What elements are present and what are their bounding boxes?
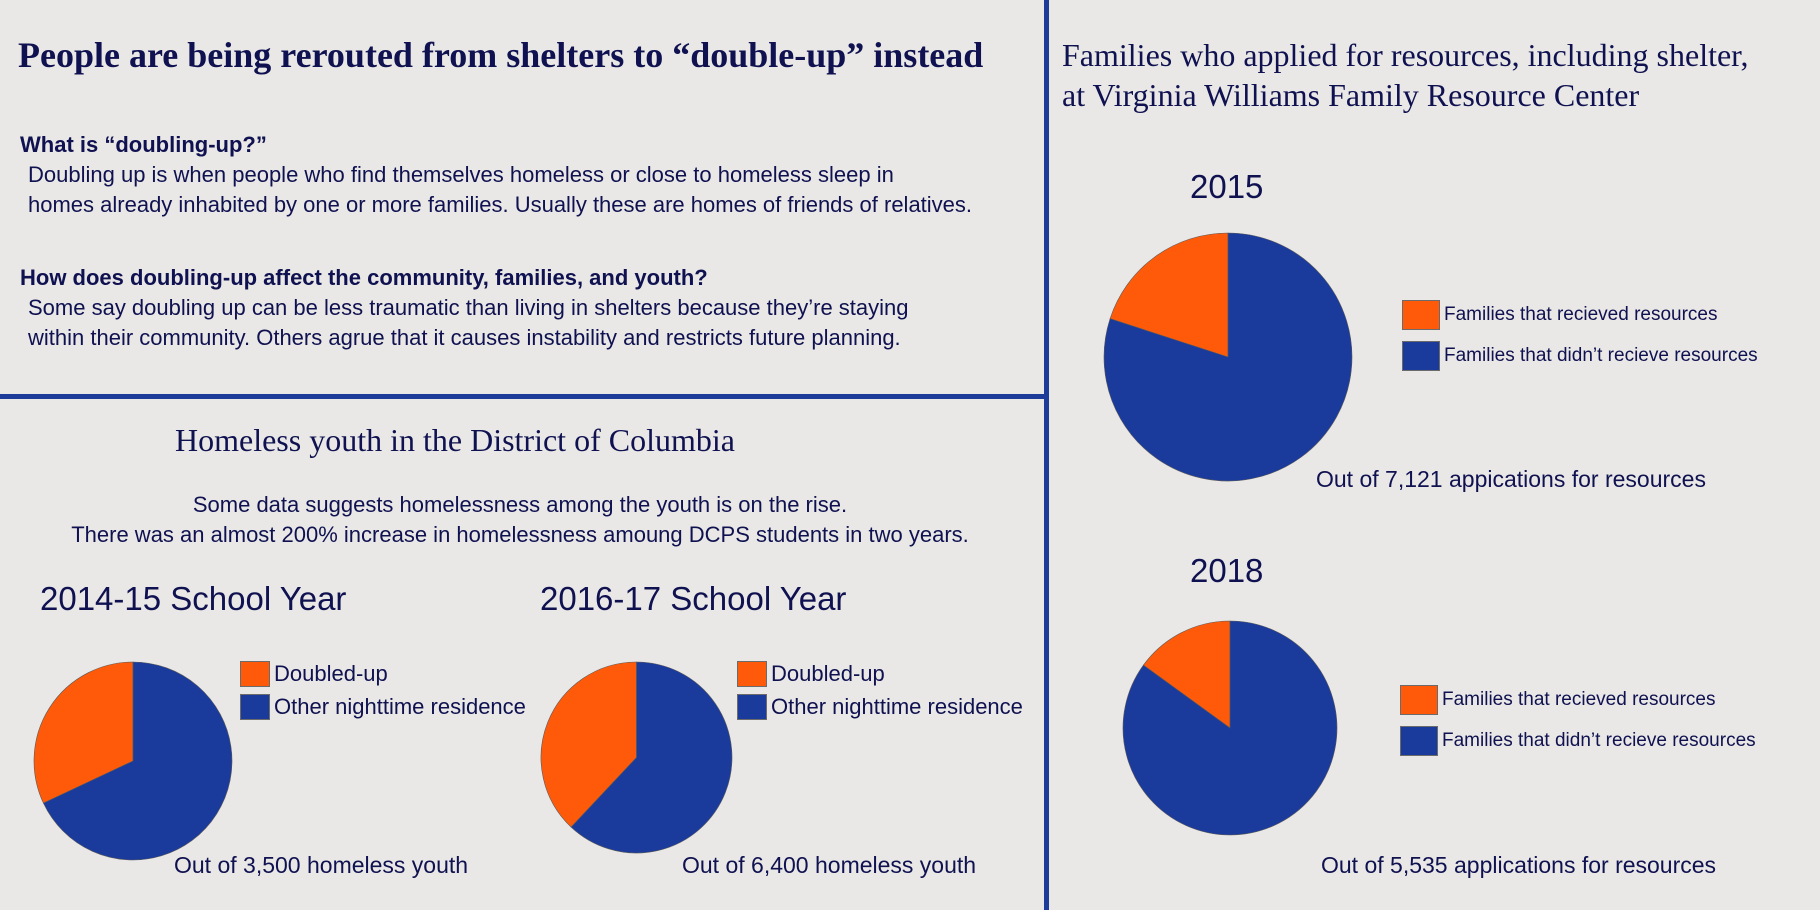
- legend-item-recieved-resources: Families that recieved resources: [1402, 300, 1718, 330]
- legend-swatch-orange: [240, 661, 270, 687]
- page-title: People are being rerouted from shelters …: [18, 35, 984, 75]
- legend-label: Doubled-up: [771, 661, 885, 686]
- pie-slice-blue: [570, 661, 733, 854]
- pie-slice-orange: [540, 661, 637, 828]
- legend-item-didnt-recieve-resources: Families that didn’t recieve resources: [1400, 726, 1756, 756]
- youth-section-title: Homeless youth in the District of Columb…: [175, 422, 735, 458]
- pie-chart-2018: [1122, 620, 1338, 836]
- legend-item-other-residence: Other nighttime residence: [737, 694, 1023, 720]
- legend-swatch-orange: [737, 661, 767, 687]
- chart-title-2015: 2015: [1190, 168, 1264, 205]
- legend-label: Families that didn’t recieve resources: [1442, 730, 1756, 751]
- legend-item-doubled-up: Doubled-up: [737, 661, 885, 687]
- legend-swatch-orange: [1400, 685, 1438, 715]
- answer-doubling-up-line1: Doubling up is when people who find them…: [28, 162, 894, 187]
- question-community-effect: How does doubling-up affect the communit…: [20, 265, 708, 290]
- legend-label: Doubled-up: [274, 661, 388, 686]
- vertical-divider: [1044, 0, 1049, 910]
- chart-title-2016-17: 2016-17 School Year: [540, 580, 847, 617]
- pie-slice-blue: [1103, 232, 1353, 482]
- answer-community-effect-line2: within their community. Others agrue tha…: [28, 325, 901, 350]
- legend-label: Other nighttime residence: [771, 694, 1023, 719]
- legend-item-didnt-recieve-resources: Families that didn’t recieve resources: [1402, 341, 1758, 371]
- legend-swatch-orange: [1402, 300, 1440, 330]
- chart-caption-2016-17: Out of 6,400 homeless youth: [682, 852, 977, 878]
- chart-caption-2018: Out of 5,535 applications for resources: [1321, 852, 1717, 878]
- families-section-title-line1: Families who applied for resources, incl…: [1062, 37, 1749, 73]
- question-doubling-up: What is “doubling-up?”: [20, 132, 267, 157]
- horizontal-divider: [0, 394, 1044, 399]
- chart-title-2014-15: 2014-15 School Year: [40, 580, 347, 617]
- legend-label: Families that recieved resources: [1442, 689, 1716, 710]
- pie-slice-orange: [33, 661, 134, 804]
- pie-chart-2015: [1103, 232, 1353, 482]
- pie-slice-blue: [43, 661, 233, 861]
- legend-swatch-blue: [1400, 726, 1438, 756]
- legend-item-doubled-up: Doubled-up: [240, 661, 388, 687]
- answer-doubling-up-line2: homes already inhabited by one or more f…: [28, 192, 973, 217]
- chart-caption-2014-15: Out of 3,500 homeless youth: [174, 852, 469, 878]
- pie-chart-2016-17: [540, 661, 733, 854]
- pie-chart-2014-15: [33, 661, 233, 861]
- legend-label: Families that recieved resources: [1444, 304, 1718, 325]
- legend-label: Families that didn’t recieve resources: [1444, 345, 1758, 366]
- pie-slice-orange: [1109, 232, 1229, 358]
- youth-intro-line1: Some data suggests homelessness among th…: [192, 492, 848, 517]
- legend-label: Other nighttime residence: [274, 694, 526, 719]
- answer-community-effect-line1: Some say doubling up can be less traumat…: [28, 295, 909, 320]
- legend-swatch-blue: [1402, 341, 1440, 371]
- chart-caption-2015: Out of 7,121 appications for resources: [1316, 466, 1706, 492]
- chart-title-2018: 2018: [1190, 552, 1264, 589]
- youth-intro-line2: There was an almost 200% increase in hom…: [71, 522, 969, 547]
- pie-slice-orange: [1143, 620, 1231, 729]
- legend-item-other-residence: Other nighttime residence: [240, 694, 526, 720]
- legend-swatch-blue: [240, 694, 270, 720]
- legend-swatch-blue: [737, 694, 767, 720]
- families-section-title-line2: at Virginia Williams Family Resource Cen…: [1062, 77, 1640, 113]
- legend-item-recieved-resources: Families that recieved resources: [1400, 685, 1716, 715]
- pie-slice-blue: [1122, 620, 1338, 836]
